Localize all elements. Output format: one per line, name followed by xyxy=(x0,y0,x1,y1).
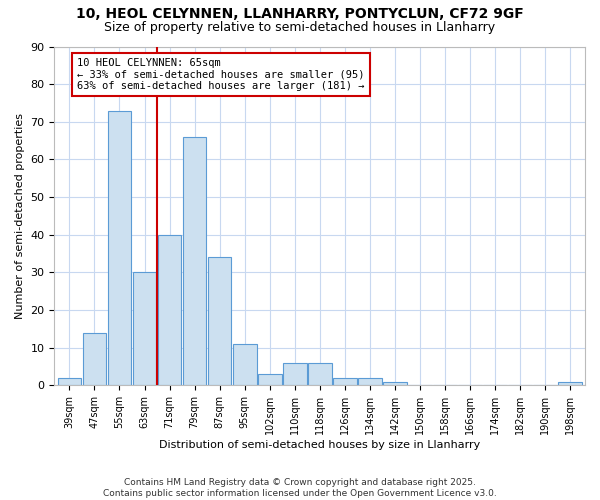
Bar xyxy=(333,378,356,386)
Text: 10 HEOL CELYNNEN: 65sqm
← 33% of semi-detached houses are smaller (95)
63% of se: 10 HEOL CELYNNEN: 65sqm ← 33% of semi-de… xyxy=(77,58,364,91)
Bar xyxy=(558,382,582,386)
Text: 10, HEOL CELYNNEN, LLANHARRY, PONTYCLUN, CF72 9GF: 10, HEOL CELYNNEN, LLANHARRY, PONTYCLUN,… xyxy=(76,8,524,22)
Y-axis label: Number of semi-detached properties: Number of semi-detached properties xyxy=(15,113,25,319)
Bar xyxy=(58,378,82,386)
X-axis label: Distribution of semi-detached houses by size in Llanharry: Distribution of semi-detached houses by … xyxy=(159,440,481,450)
Bar xyxy=(182,137,206,386)
Text: Contains HM Land Registry data © Crown copyright and database right 2025.
Contai: Contains HM Land Registry data © Crown c… xyxy=(103,478,497,498)
Bar xyxy=(208,258,232,386)
Bar xyxy=(133,272,157,386)
Bar xyxy=(233,344,257,386)
Text: Size of property relative to semi-detached houses in Llanharry: Size of property relative to semi-detach… xyxy=(104,21,496,34)
Bar xyxy=(258,374,281,386)
Bar xyxy=(107,110,131,386)
Bar xyxy=(283,363,307,386)
Bar xyxy=(158,235,181,386)
Bar xyxy=(308,363,332,386)
Bar xyxy=(383,382,407,386)
Bar xyxy=(83,332,106,386)
Bar xyxy=(358,378,382,386)
